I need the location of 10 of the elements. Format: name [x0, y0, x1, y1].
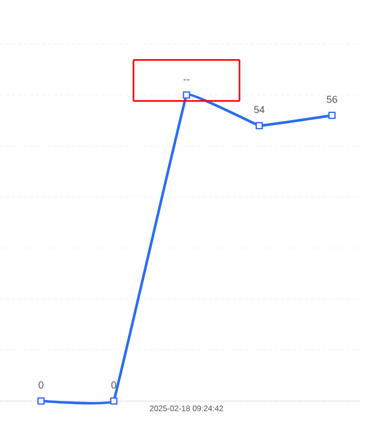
point	[37, 397, 45, 405]
data-label: 56	[326, 96, 338, 103]
data-label: 0	[111, 381, 116, 388]
point	[182, 91, 190, 99]
data-label: 54	[254, 106, 264, 114]
point	[256, 122, 263, 130]
point	[328, 112, 336, 120]
data-label: --	[184, 79, 190, 80]
point	[110, 397, 118, 405]
data-label: 0	[38, 381, 44, 388]
